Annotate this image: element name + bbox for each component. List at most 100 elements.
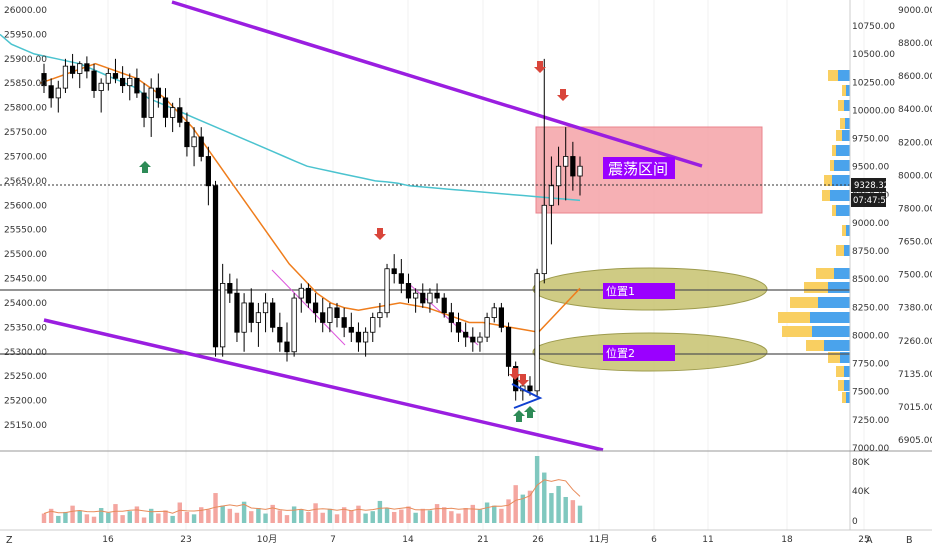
candle-body (334, 307, 340, 318)
candle-body (62, 65, 69, 89)
candle-body (112, 73, 119, 79)
volume-bar (41, 513, 47, 523)
volume-bar (349, 510, 354, 523)
volume-bar (341, 507, 347, 523)
left-axis-tick: 25400.00 (4, 299, 47, 309)
left-axis-tick: 25800.00 (4, 104, 47, 114)
right-inner-axis-tick: 8250.00 (852, 303, 889, 313)
candle-body (470, 336, 476, 343)
right-outer-axis-tick: 8600.00 (898, 72, 932, 82)
volume-bar (520, 494, 526, 523)
profile-bar-blue (818, 297, 850, 308)
volume-bar (241, 501, 247, 523)
left-axis-tick: 25750.00 (4, 128, 47, 138)
time-axis-label: 25 (858, 535, 869, 545)
volume-bar (527, 490, 533, 523)
left-price-axis: 26000.00 25950.00 25900.00 25850.00 25800.00… (4, 6, 47, 431)
volume-bar (220, 505, 225, 523)
channel-upper (171, 0, 703, 168)
arrow-down-icon (557, 89, 569, 101)
level2-label: 位置2 (606, 346, 635, 360)
candle-body (298, 287, 304, 299)
right-inner-axis-tick: 10750.00 (852, 22, 895, 32)
volume-bar (470, 504, 476, 523)
price-tag-text: 9328.32 (854, 181, 889, 191)
profile-bar-yellow (842, 225, 846, 236)
right-inner-axis-tick: 9750.00 (852, 135, 889, 145)
time-axis-label: 10月 (257, 534, 277, 545)
profile-bar-blue (810, 312, 850, 323)
profile-bar-yellow (842, 392, 846, 403)
candle-body (241, 302, 247, 333)
volume-bar (184, 511, 190, 523)
time-axis-label: 6 (651, 535, 657, 545)
candle-body (184, 121, 190, 148)
volume-bar (170, 515, 175, 523)
zoom-button-z[interactable]: Z (6, 535, 13, 546)
right-outer-axis-tick: 8800.00 (898, 39, 932, 49)
candle-body (170, 107, 176, 118)
candle-body (491, 307, 497, 318)
signal-arrows (139, 61, 569, 422)
left-axis-tick: 25150.00 (4, 421, 47, 431)
candle-body (234, 292, 240, 333)
candle-body (377, 312, 383, 318)
right-outer-axis-tick: 8200.00 (898, 138, 932, 148)
right-outer-axis-tick: 6905.00 (898, 436, 932, 446)
right-outer-axis-tick: 8400.00 (898, 105, 932, 115)
profile-bar-yellow (840, 118, 845, 129)
right-outer-axis-tick: 7800.00 (898, 204, 932, 214)
left-axis-tick: 26000.00 (4, 6, 47, 16)
volume-bar (484, 502, 490, 523)
volume-bar (256, 508, 261, 523)
oscillation-zone-label-box: 震荡区间 (603, 157, 675, 179)
profile-bar-yellow (836, 366, 844, 377)
profile-bar-yellow (842, 85, 846, 96)
time-axis[interactable]: 16 23 10月 7 14 21 26 11月 6 11 18 25 (102, 534, 869, 545)
candle-body (355, 331, 362, 343)
candle-body (77, 63, 83, 74)
volume-bar (91, 516, 97, 523)
right-inner-axis-tick: 7750.00 (852, 360, 889, 370)
volume-bar (299, 509, 304, 523)
left-axis-tick: 25550.00 (4, 226, 47, 236)
scale-mode-button[interactable]: B (906, 535, 913, 546)
candle-body (527, 385, 533, 392)
profile-bar-yellow (824, 175, 832, 186)
candle-body (262, 302, 269, 314)
profile-bar-blue (812, 326, 850, 337)
time-axis-label: 16 (102, 535, 114, 545)
grid (107, 0, 865, 530)
candle-body (348, 326, 354, 333)
arrow-down-icon (534, 61, 546, 73)
left-axis-tick: 25300.00 (4, 348, 47, 358)
candle-body (484, 317, 490, 338)
profile-bar-blue (830, 190, 850, 201)
profile-bar-blue (844, 366, 850, 377)
time-axis-label: 23 (180, 535, 191, 545)
volume-axis: 80K 40K 0 (852, 458, 870, 527)
candle-body (248, 302, 254, 323)
time-axis-label: 11 (702, 535, 713, 545)
candle-body (277, 326, 283, 343)
volume-bar (406, 506, 411, 523)
volume-bar (534, 456, 540, 523)
candle-body (455, 322, 462, 333)
volume-bar (399, 509, 404, 523)
volume-bar (277, 510, 283, 523)
volume-bar (549, 493, 554, 523)
volume-bar (313, 503, 318, 523)
volume-bar (70, 505, 75, 523)
price-tag: 9328.32 (851, 178, 889, 192)
triangle-pattern (511, 383, 543, 409)
auto-scale-button[interactable]: A (866, 535, 873, 546)
profile-bar-blue (844, 380, 850, 391)
profile-bar-yellow (838, 380, 844, 391)
countdown-tag: 07:47:59 (851, 193, 891, 207)
profile-bar-blue (838, 70, 850, 81)
candle-body (370, 317, 376, 333)
volume-bar (499, 508, 504, 523)
volume-bar (134, 506, 140, 523)
volume-bar (77, 510, 82, 523)
volume-bar (356, 505, 361, 523)
